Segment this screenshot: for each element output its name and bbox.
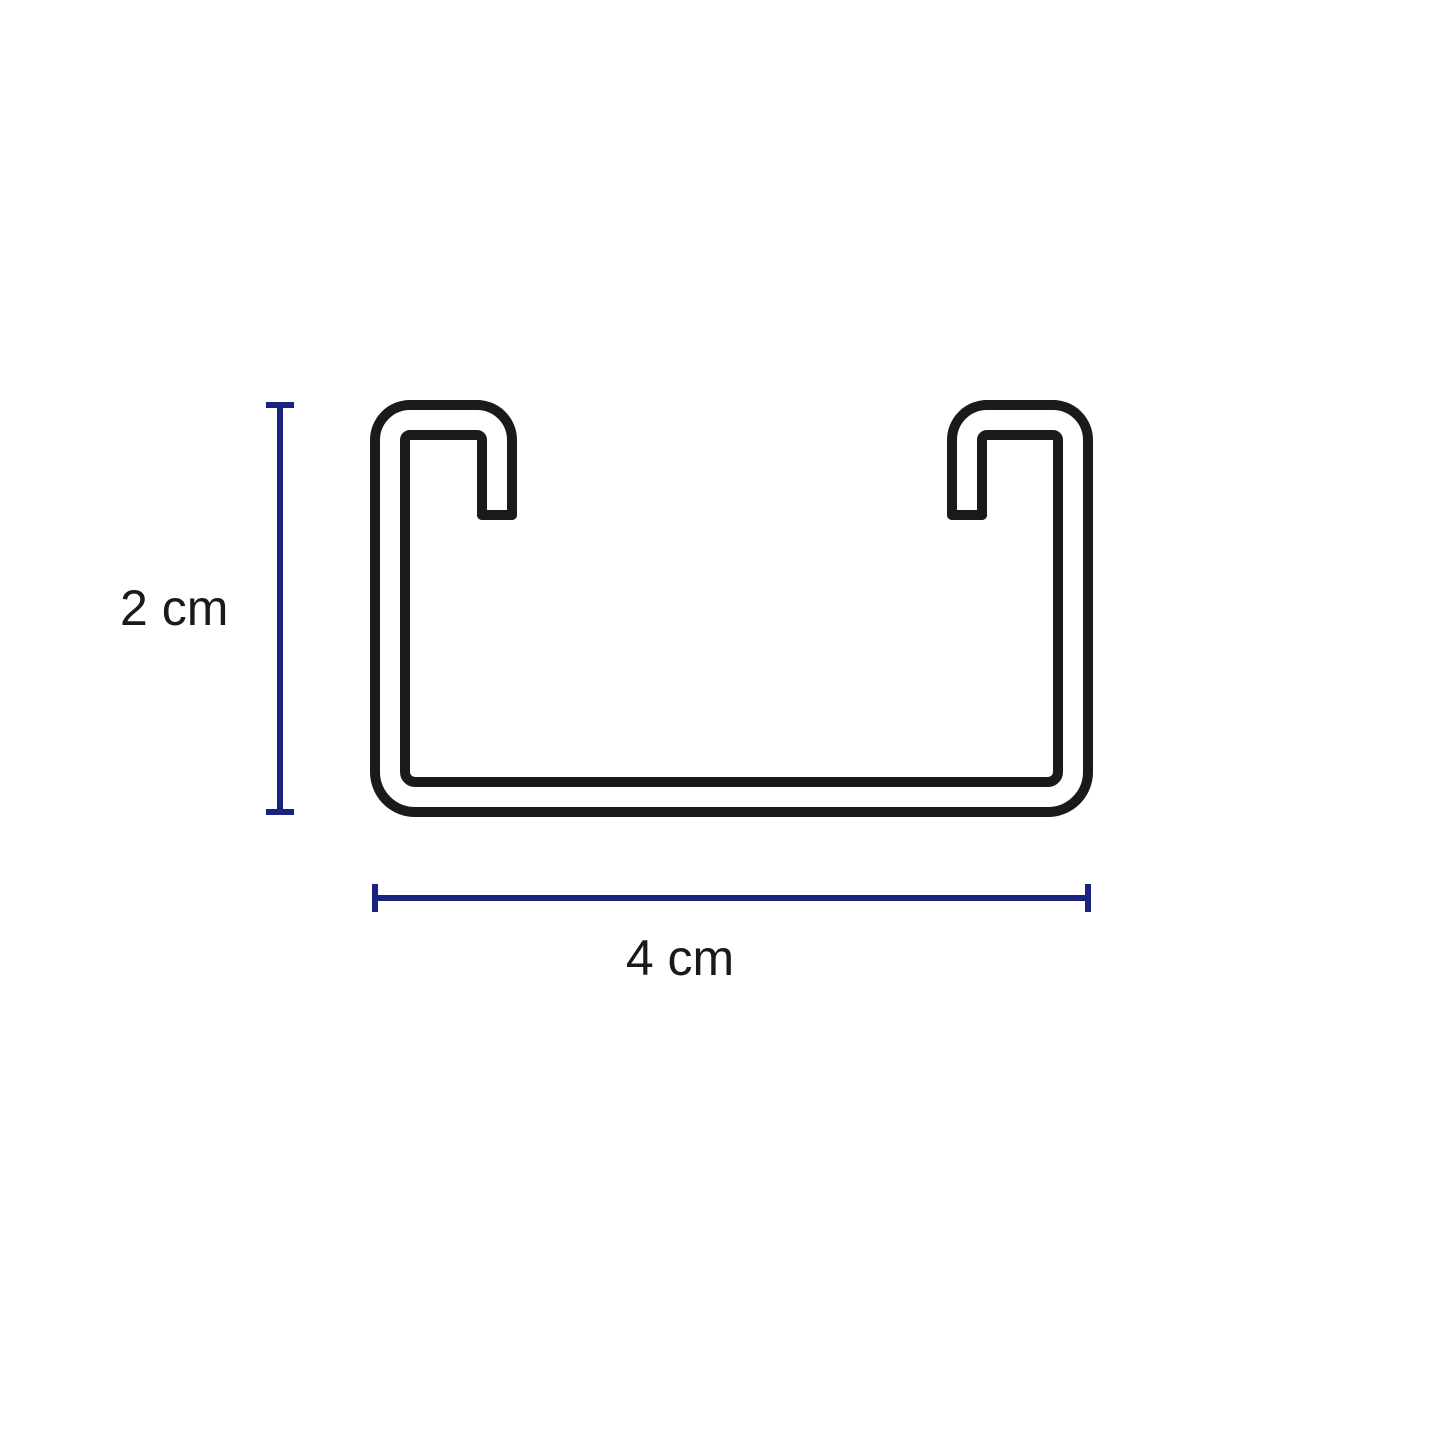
dimension-height-label: 2 cm (120, 580, 228, 636)
diagram-canvas: 2 cm 4 cm (0, 0, 1445, 1445)
dimension-height (266, 405, 294, 812)
c-channel-profile (375, 405, 1088, 812)
dimension-width-label: 4 cm (626, 930, 734, 986)
dimension-width (375, 884, 1088, 912)
